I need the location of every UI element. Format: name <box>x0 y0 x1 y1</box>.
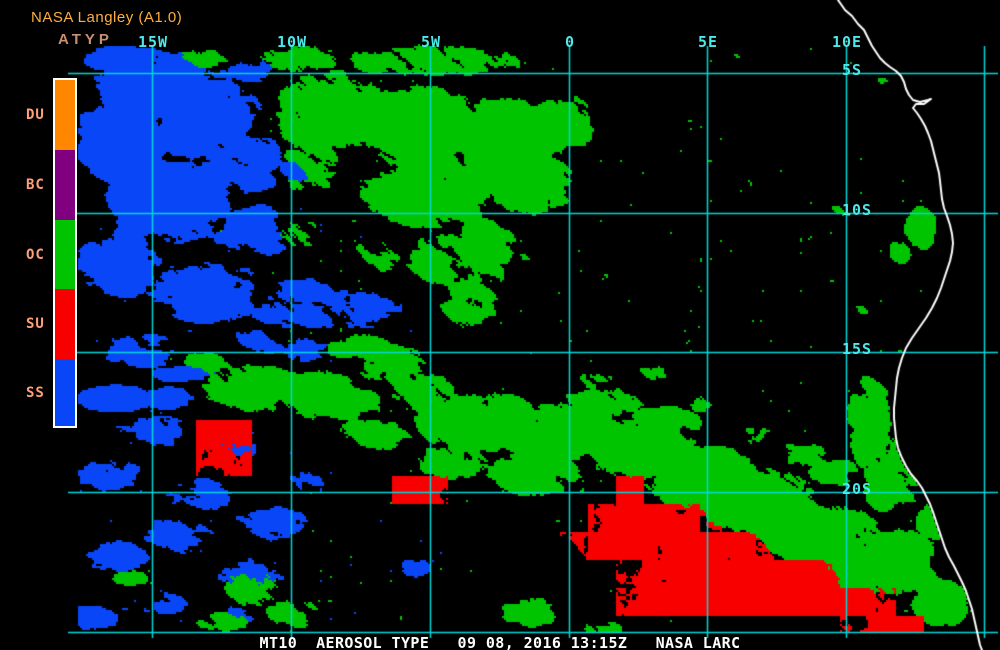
legend-label-OC: OC <box>26 246 45 263</box>
lon-label-0: 0 <box>564 33 576 51</box>
lon-label-5W: 5W <box>420 33 442 51</box>
lon-label-10E: 10E <box>831 33 863 51</box>
legend-swatch-SS <box>55 359 75 426</box>
lon-label-10W: 10W <box>276 33 308 51</box>
legend-swatch-SU <box>55 289 75 359</box>
lon-label-15W: 15W <box>137 33 169 51</box>
legend-label-SU: SU <box>26 316 45 332</box>
legend-label-BC: BC <box>26 177 45 193</box>
lon-label-5E: 5E <box>697 33 719 51</box>
lat-label-10S: 10S <box>842 201 873 219</box>
legend-label-DU: DU <box>26 107 45 123</box>
legend-swatch-OC <box>55 220 75 289</box>
lat-label-5S: 5S <box>842 61 863 79</box>
aerosol-type-legend <box>53 78 77 428</box>
legend-swatch-DU <box>55 80 75 150</box>
lat-label-20S: 20S <box>842 480 873 498</box>
legend-swatch-BC <box>55 150 75 220</box>
legend-label-SS: SS <box>26 384 45 401</box>
lat-label-15S: 15S <box>842 340 873 358</box>
product-subtitle: ATYP <box>58 31 113 48</box>
page-title: NASA Langley (A1.0) <box>31 9 183 26</box>
image-caption: MT10 AEROSOL TYPE 09 08, 2016 13:15Z NAS… <box>259 634 741 650</box>
